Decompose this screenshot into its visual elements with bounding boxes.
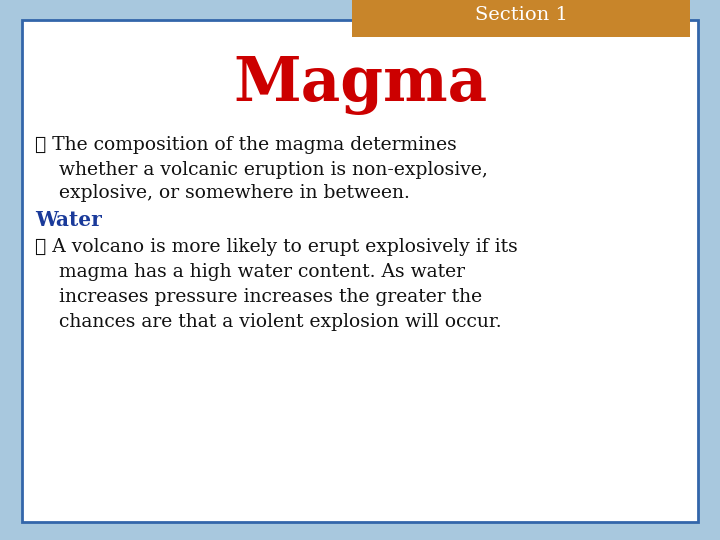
Text: Water: Water: [35, 210, 102, 230]
Text: whether a volcanic eruption is non-explosive,: whether a volcanic eruption is non-explo…: [35, 161, 488, 179]
Text: ❖ A volcano is more likely to erupt explosively if its: ❖ A volcano is more likely to erupt expl…: [35, 238, 518, 256]
Text: Magma: Magma: [233, 55, 487, 115]
FancyBboxPatch shape: [352, 0, 690, 37]
Text: magma has a high water content. As water: magma has a high water content. As water: [35, 263, 465, 281]
Text: ❖ The composition of the magma determines: ❖ The composition of the magma determine…: [35, 136, 456, 154]
FancyBboxPatch shape: [22, 20, 698, 522]
Text: increases pressure increases the greater the: increases pressure increases the greater…: [35, 288, 482, 306]
Text: explosive, or somewhere in between.: explosive, or somewhere in between.: [35, 184, 410, 202]
Text: chances are that a violent explosion will occur.: chances are that a violent explosion wil…: [35, 313, 502, 331]
Text: Section 1: Section 1: [474, 5, 567, 24]
